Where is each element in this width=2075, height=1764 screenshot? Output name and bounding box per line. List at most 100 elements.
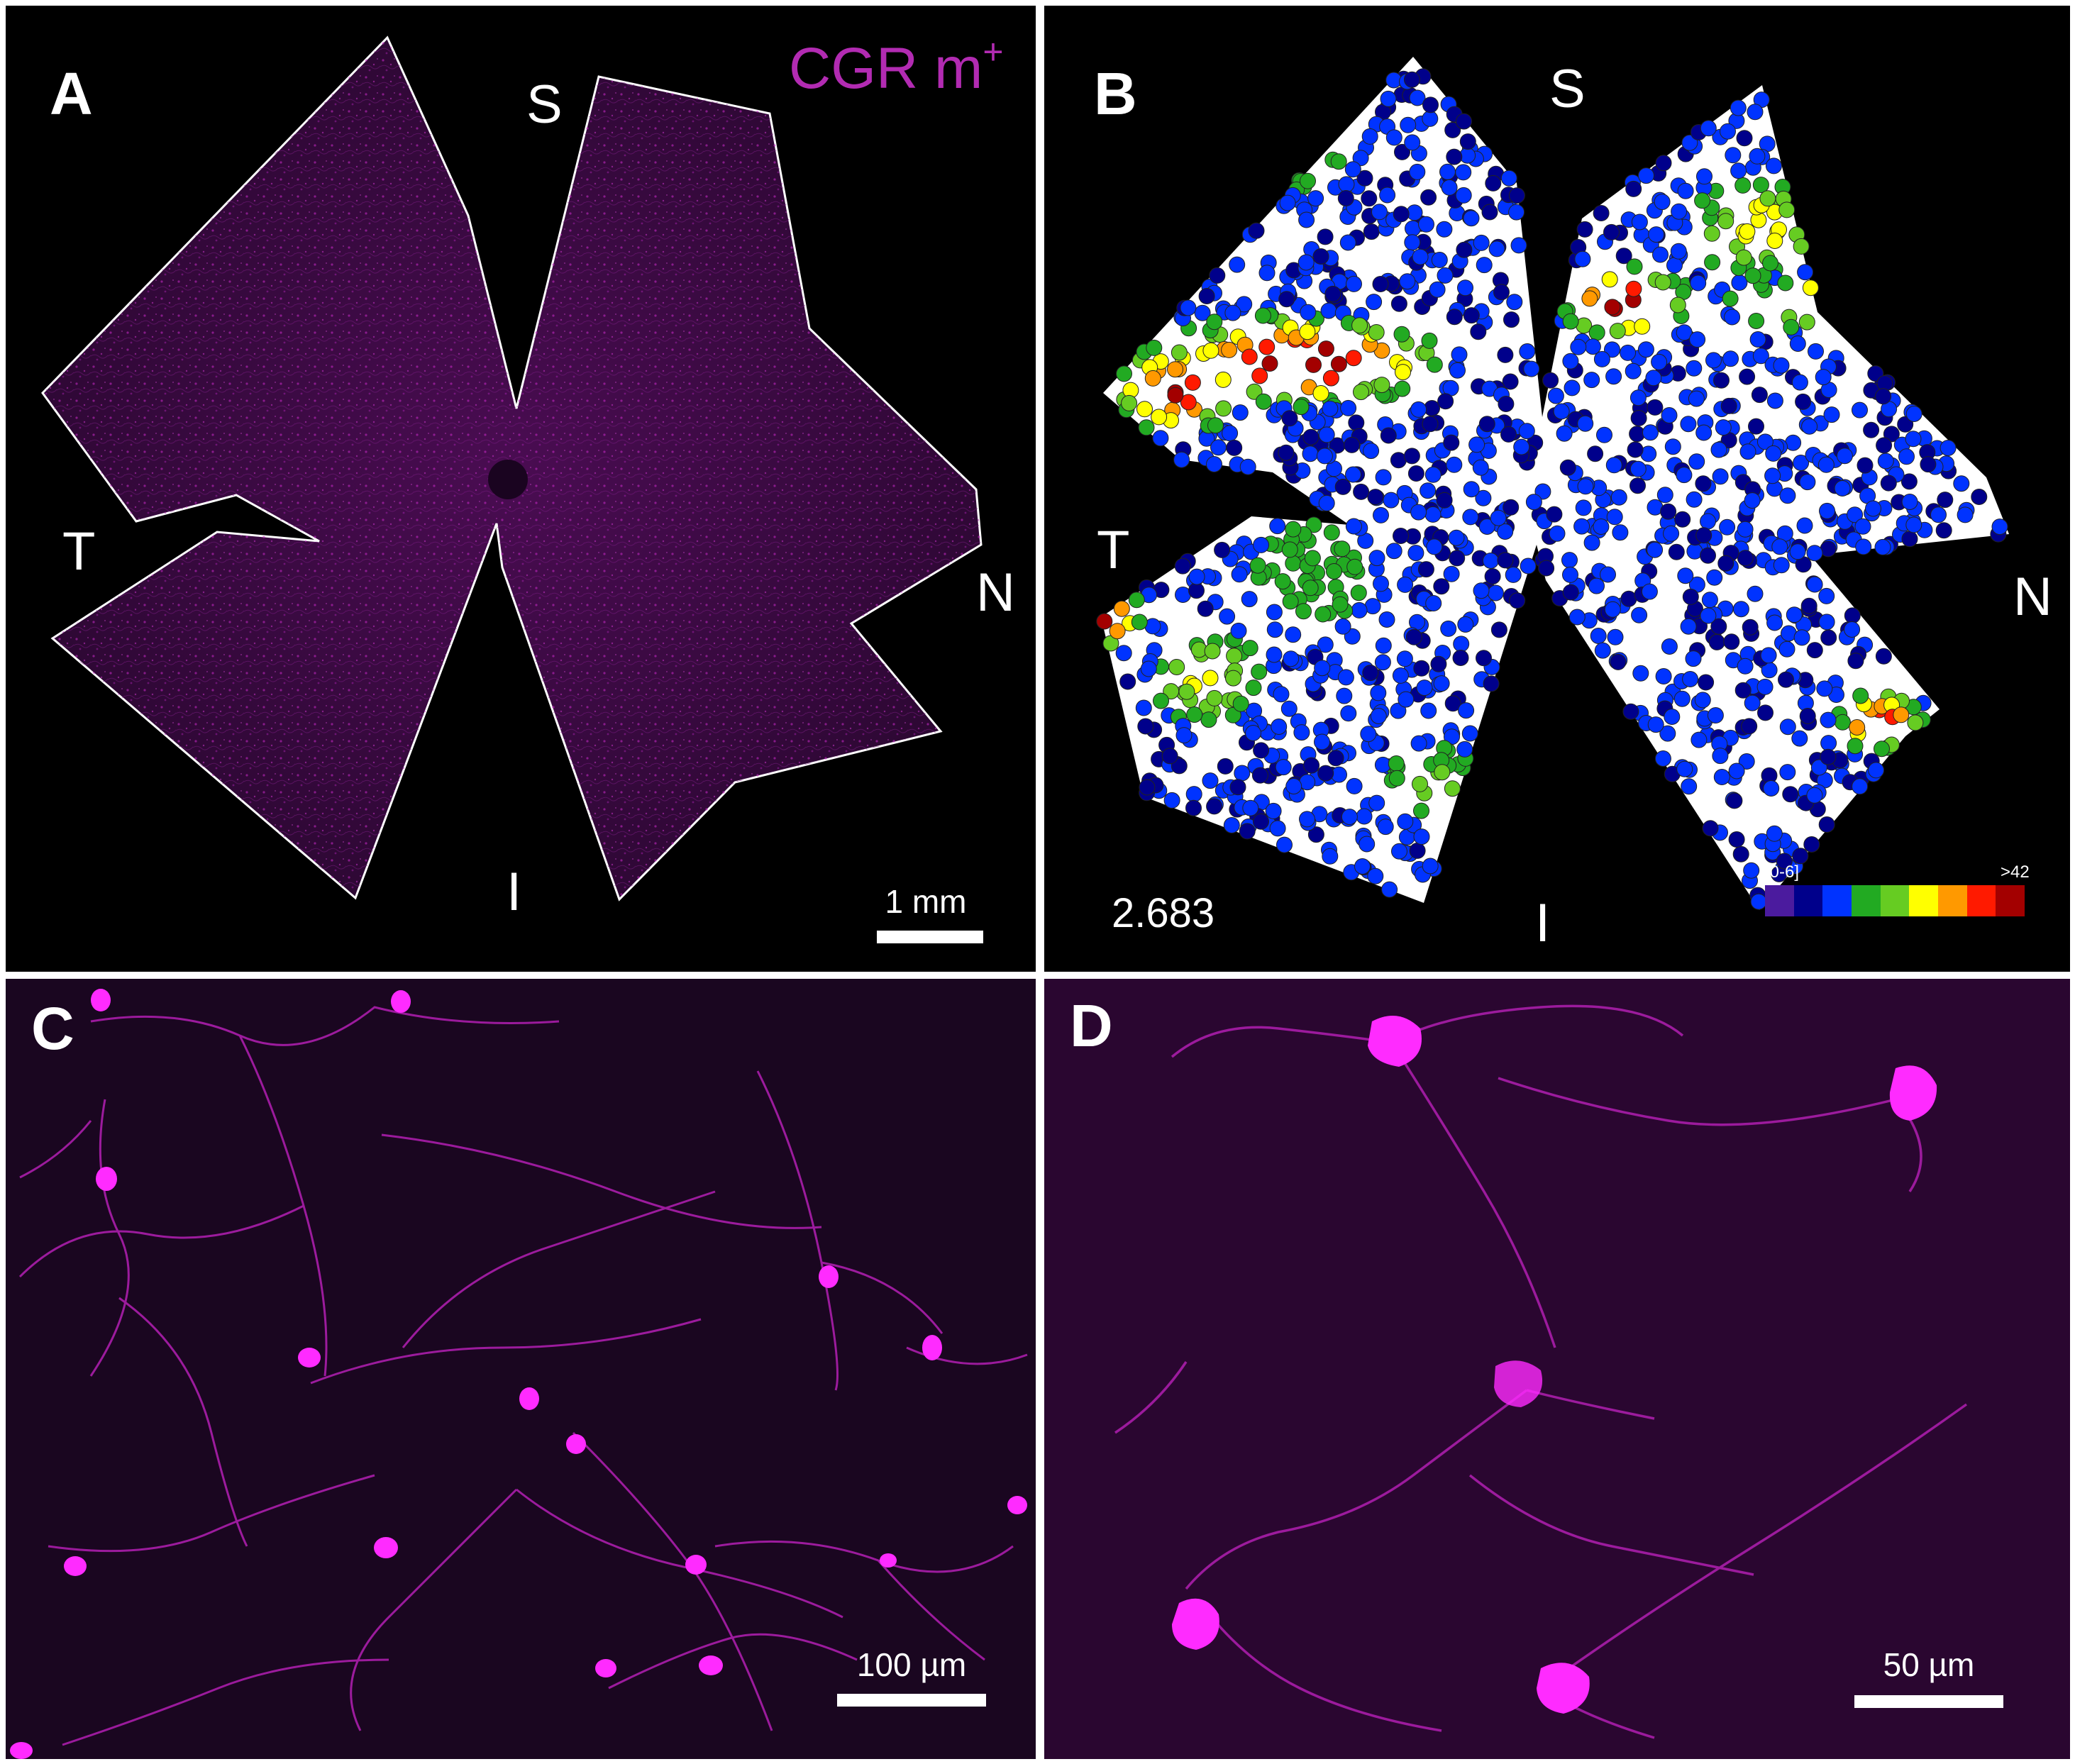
neuron-somas [1172, 1016, 1937, 1714]
density-dot [1407, 545, 1424, 562]
density-dot [1441, 179, 1458, 196]
density-dot [1937, 492, 1954, 509]
density-dot [1180, 394, 1197, 411]
density-dot [1242, 799, 1259, 816]
density-dot [1446, 148, 1463, 165]
density-dot [1413, 802, 1429, 819]
density-dot [1695, 475, 1712, 492]
density-dot [1647, 399, 1664, 416]
density-dot [1456, 241, 1473, 258]
density-dot [1605, 368, 1622, 385]
density-dot [1777, 274, 1794, 292]
density-dot [1180, 299, 1197, 316]
density-dot [1396, 650, 1413, 667]
density-dot [1735, 249, 1752, 266]
density-dot [1352, 150, 1369, 167]
density-dot [1285, 521, 1302, 538]
density-dot [1222, 425, 1239, 442]
density-dot [1231, 566, 1248, 583]
density-dot [1303, 757, 1320, 774]
density-dot [1722, 290, 1739, 307]
density-dot [1606, 509, 1623, 526]
orientation-nasal: N [976, 562, 1015, 623]
density-dot [1682, 588, 1699, 605]
density-dot [1362, 665, 1379, 682]
density-dot [1330, 355, 1347, 372]
density-dot [1698, 674, 1715, 691]
density-dot [1394, 380, 1411, 397]
density-dot [1271, 719, 1288, 735]
density-dot [1473, 234, 1490, 251]
density-dot [1374, 654, 1391, 671]
density-dot [1752, 177, 1769, 194]
legend-swatch [1852, 885, 1881, 916]
density-dot [1487, 584, 1504, 601]
density-dot [1339, 234, 1356, 251]
density-dot [1207, 417, 1224, 434]
density-dot [1743, 862, 1760, 879]
density-dot [1815, 369, 1832, 386]
density-dot [1757, 704, 1774, 721]
density-dot [1251, 367, 1268, 384]
density-dot [1285, 778, 1302, 794]
density-dot [1241, 348, 1258, 365]
density-dot [1593, 518, 1610, 535]
density-dot [1792, 848, 1809, 865]
density-dot [1390, 295, 1407, 312]
density-dot [1654, 750, 1671, 767]
density-dot [1363, 223, 1380, 240]
density-dot [1275, 759, 1292, 776]
density-dot [1689, 331, 1706, 348]
density-dot [1801, 418, 1818, 435]
density-dot [1261, 355, 1278, 372]
density-dot [1404, 134, 1421, 151]
density-dot [1620, 344, 1637, 361]
density-dot [1422, 96, 1439, 113]
density-dot [1782, 786, 1799, 803]
density-dot [1663, 525, 1680, 542]
density-dot [1542, 372, 1559, 389]
density-dot [1847, 738, 1864, 755]
density-dot [1332, 596, 1349, 613]
density-dot [1502, 373, 1519, 390]
density-dot [1449, 362, 1466, 379]
density-dot [1346, 275, 1362, 292]
density-dot [1403, 448, 1420, 465]
density-dot [1345, 518, 1362, 535]
density-dot [1707, 707, 1724, 723]
density-dot [1513, 438, 1530, 455]
density-dot [1410, 401, 1427, 418]
density-dot [1603, 223, 1620, 240]
density-dot [1251, 767, 1268, 784]
density-dot [1562, 584, 1579, 601]
density-dot [1648, 226, 1665, 243]
density-dot [1485, 174, 1502, 192]
density-dot [1953, 475, 1970, 492]
density-dot [1461, 725, 1478, 742]
density-dot [1659, 725, 1676, 742]
density-dot [1655, 668, 1672, 684]
density-dot [1610, 653, 1627, 670]
density-dot [1793, 629, 1810, 646]
density-dot [1728, 762, 1745, 780]
legend-swatch [1793, 885, 1823, 916]
density-dot [1304, 550, 1321, 567]
density-dot [1771, 538, 1788, 555]
density-dot [1820, 629, 1837, 646]
density-dot [1224, 304, 1241, 321]
density-dot [1722, 350, 1739, 367]
density-dot [1214, 371, 1232, 388]
density-dot [1808, 343, 1824, 360]
density-dot [1789, 543, 1806, 560]
density-dot [1766, 614, 1783, 631]
density-dot [1625, 362, 1642, 379]
density-dot [1732, 601, 1749, 618]
density-dot [1898, 448, 1915, 465]
density-dot [1700, 513, 1716, 530]
scale-bar [837, 1694, 986, 1707]
density-dot [1210, 439, 1227, 456]
density-dot [1875, 648, 1892, 665]
density-dot [1281, 410, 1298, 427]
density-dot [1388, 770, 1405, 787]
density-dot [1448, 529, 1465, 546]
